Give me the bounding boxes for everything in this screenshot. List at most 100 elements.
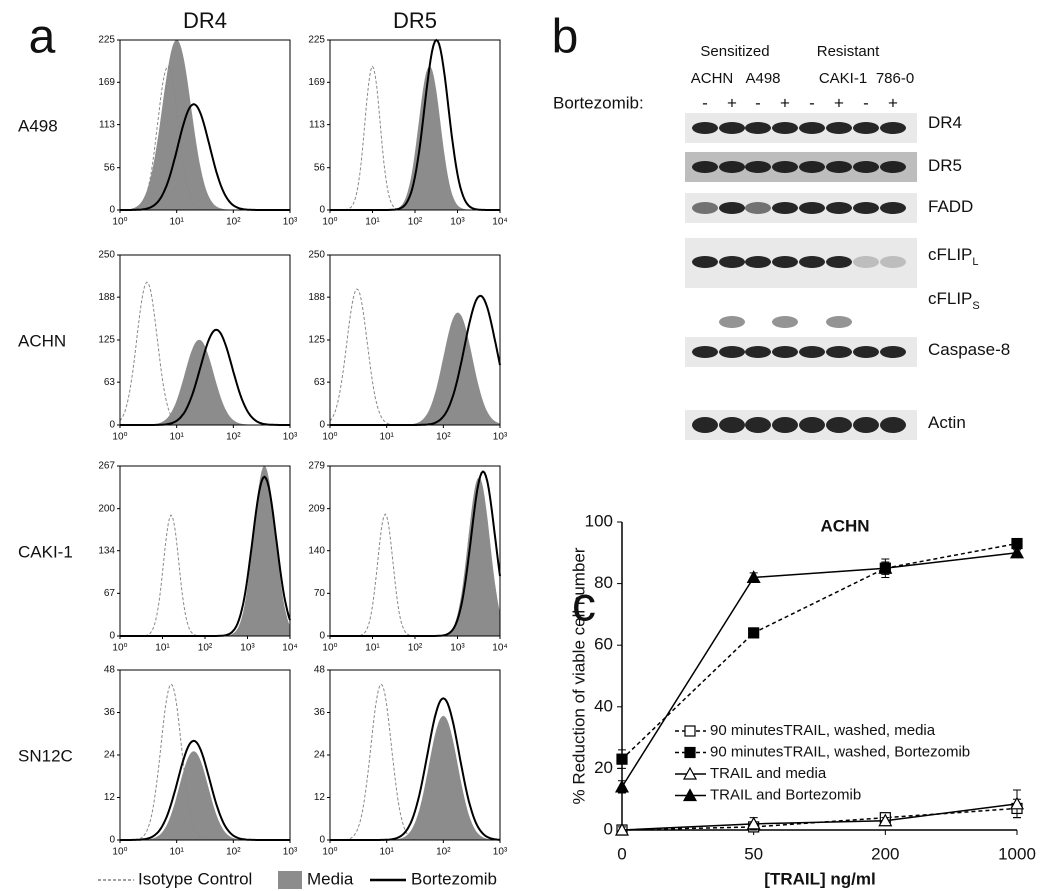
blot-band <box>692 256 718 268</box>
legend-marker <box>684 725 696 737</box>
x-tick-label: 10² <box>436 847 451 858</box>
y-tick-label: 125 <box>98 335 115 346</box>
y-tick-label: 60 <box>594 635 613 654</box>
blot-band <box>719 161 745 173</box>
treatment-label: Bortezomib: <box>553 93 644 112</box>
blot-band <box>772 122 798 134</box>
y-tick-label: 225 <box>98 35 115 46</box>
y-tick-label: 63 <box>104 377 116 388</box>
blot-band <box>745 256 771 268</box>
histogram-media <box>330 477 501 637</box>
data-point <box>878 560 893 574</box>
blot-band <box>799 417 825 433</box>
blot-band <box>719 256 745 268</box>
x-tick-label: 10¹ <box>365 217 380 228</box>
blot-row-label: cFLIPL <box>928 245 979 267</box>
y-tick-label: 267 <box>98 461 115 472</box>
legend-label: Isotype Control <box>138 869 252 888</box>
blot-band <box>826 122 852 134</box>
blot-band <box>692 417 718 433</box>
legend-marker <box>682 788 698 802</box>
y-tick-label: 169 <box>308 77 325 88</box>
label-text: cFLIP <box>928 289 972 308</box>
blot-row-label: Caspase-8 <box>928 340 1010 359</box>
x-tick-label: 50 <box>744 844 763 863</box>
blot-band <box>772 256 798 268</box>
x-tick-label: 10³ <box>283 217 298 228</box>
x-tick-label: 10¹ <box>379 847 394 858</box>
x-tick-label: 10⁴ <box>492 217 507 228</box>
cell-line: ACHN <box>691 70 734 87</box>
histogram-bortezomib <box>330 697 501 841</box>
blot-band <box>692 346 718 358</box>
x-tick-label: 10² <box>436 432 451 443</box>
treatment: + <box>727 93 737 112</box>
histogram-media <box>120 465 291 637</box>
y-tick-label: 188 <box>98 292 115 303</box>
x-tick-label: 10³ <box>450 643 465 654</box>
x-tick-label: 10² <box>226 847 241 858</box>
x-tick-label: 10³ <box>240 643 255 654</box>
x-tick-label: 10² <box>408 217 423 228</box>
x-tick-label: 10² <box>198 643 213 654</box>
plot-frame <box>329 669 501 841</box>
blot-band <box>853 202 879 214</box>
legend-label: 90 minutesTRAIL, washed, media <box>710 722 936 739</box>
blot-band <box>745 346 771 358</box>
treatment: + <box>888 93 898 112</box>
blot-row-label: DR5 <box>928 156 962 175</box>
row-label: ACHN <box>18 331 66 350</box>
y-tick-label: 56 <box>314 162 326 173</box>
x-axis-label: [TRAIL] ng/ml <box>764 869 875 888</box>
data-point <box>748 627 760 639</box>
y-tick-label: 169 <box>98 77 115 88</box>
y-tick-label: 279 <box>308 461 325 472</box>
label-subscript: L <box>972 256 978 268</box>
y-tick-label: 200 <box>98 503 115 514</box>
blot-band <box>880 417 906 433</box>
x-tick-label: 10⁰ <box>112 217 127 228</box>
blot-band <box>853 122 879 134</box>
y-tick-label: 36 <box>104 707 116 718</box>
blot-band <box>745 202 771 214</box>
blot-band <box>880 161 906 173</box>
panel-label: b <box>552 11 579 64</box>
blot-band <box>692 202 718 214</box>
data-point <box>1009 796 1025 810</box>
x-tick-label: 10⁰ <box>112 847 127 858</box>
y-tick-label: 250 <box>308 250 325 261</box>
label-text: Actin <box>928 413 966 432</box>
blot-band <box>880 256 906 268</box>
data-point <box>614 822 630 836</box>
label-text: FADD <box>928 197 973 216</box>
blot-band <box>799 256 825 268</box>
y-axis-label: % Reduction of viable cell number <box>569 547 588 804</box>
blot-band <box>772 346 798 358</box>
cell-line: CAKI-1 <box>819 70 867 87</box>
x-tick-label: 200 <box>871 844 899 863</box>
treatment: + <box>834 93 844 112</box>
data-point <box>1009 545 1025 559</box>
label-text: Caspase-8 <box>928 340 1010 359</box>
column-header: DR5 <box>393 8 437 33</box>
y-tick-label: 225 <box>308 35 325 46</box>
blot-row-label: Actin <box>928 413 966 432</box>
histogram-isotype <box>120 683 290 841</box>
y-tick-label: 48 <box>104 665 116 676</box>
x-tick-label: 10⁴ <box>492 643 507 654</box>
x-tick-label: 10⁰ <box>322 643 337 654</box>
legend-label: Bortezomib <box>411 869 497 888</box>
blot-row-label: cFLIPS <box>928 289 980 311</box>
data-point <box>616 753 628 765</box>
histogram-isotype <box>330 683 500 841</box>
data-point <box>746 570 761 584</box>
y-tick-label: 40 <box>594 696 613 715</box>
y-tick-label: 24 <box>314 750 326 761</box>
blot-band <box>772 202 798 214</box>
data-point <box>614 779 630 793</box>
x-tick-label: 10² <box>408 643 423 654</box>
row-label: CAKI-1 <box>18 542 73 561</box>
treatment: - <box>863 93 869 112</box>
